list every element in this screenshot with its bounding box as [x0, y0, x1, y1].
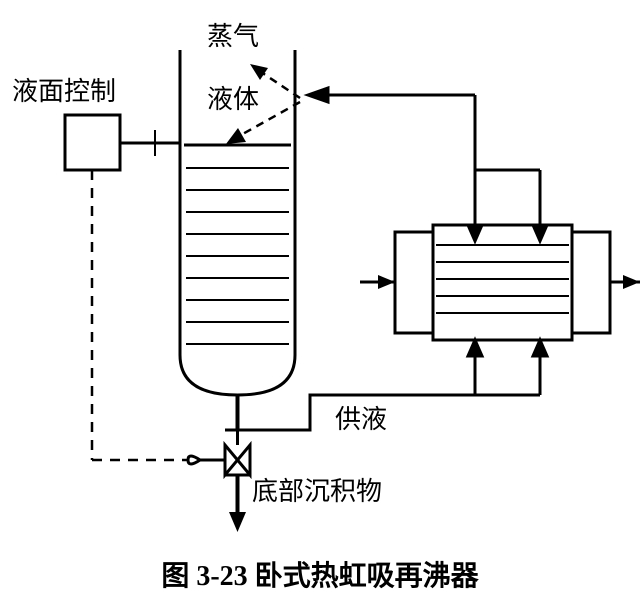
return-pipe: [308, 88, 547, 241]
label-liquid: 液体: [207, 85, 259, 114]
label-bottom-sediment: 底部沉积物: [252, 477, 382, 506]
horizontal-reboiler: [360, 225, 640, 340]
level-controller: [65, 115, 188, 460]
liquid-lines: [186, 168, 289, 344]
label-vapor: 蒸气: [207, 22, 259, 51]
bottom-outlet: [188, 395, 250, 532]
figure-caption: 图 3-23 卧式热虹吸再沸器: [161, 560, 479, 592]
label-feed-liquid: 供液: [335, 405, 387, 434]
control-valve-icon: [225, 430, 250, 475]
label-level-control: 液面控制: [12, 77, 116, 106]
